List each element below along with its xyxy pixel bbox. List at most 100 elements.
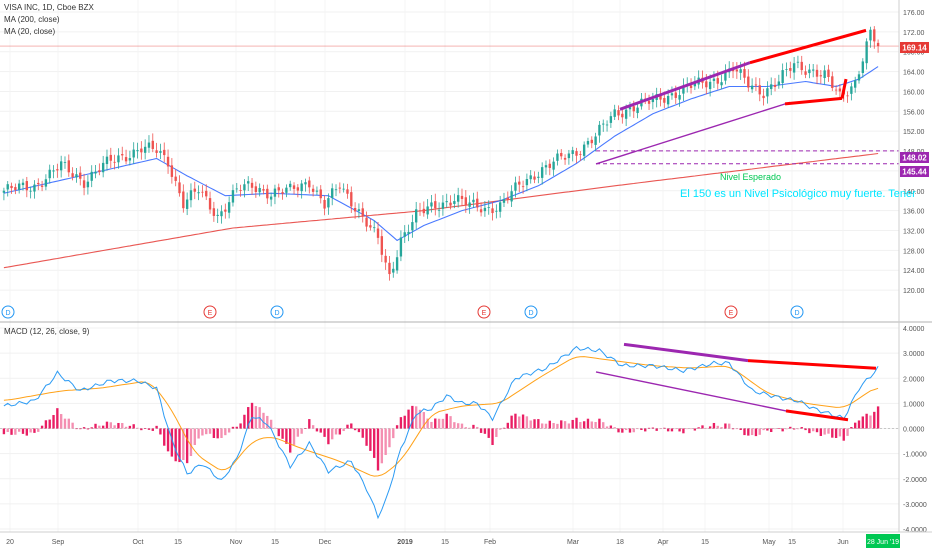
candle[interactable] xyxy=(365,211,368,232)
candle[interactable] xyxy=(239,184,242,197)
macd-histogram-bar[interactable] xyxy=(854,422,857,429)
candle[interactable] xyxy=(6,181,9,197)
macd-histogram-bar[interactable] xyxy=(789,426,792,429)
candle[interactable] xyxy=(155,142,158,158)
macd-histogram-bar[interactable] xyxy=(239,423,242,429)
candle[interactable] xyxy=(392,261,395,278)
candle[interactable] xyxy=(689,78,693,94)
candle[interactable] xyxy=(819,69,823,84)
macd-histogram-bar[interactable] xyxy=(365,428,368,446)
macd-histogram-bar[interactable] xyxy=(411,405,414,429)
macd-histogram-bar[interactable] xyxy=(586,418,590,429)
candle[interactable] xyxy=(865,38,868,70)
macd-histogram-bar[interactable] xyxy=(636,428,639,430)
candle[interactable] xyxy=(518,175,521,193)
macd-histogram-bar[interactable] xyxy=(663,427,666,429)
macd-histogram-bar[interactable] xyxy=(693,428,697,431)
candle[interactable] xyxy=(289,180,292,191)
macd-histogram-bar[interactable] xyxy=(418,409,422,429)
candle[interactable] xyxy=(94,164,97,179)
candle[interactable] xyxy=(529,170,532,184)
candle[interactable] xyxy=(430,195,433,213)
macd-histogram-bar[interactable] xyxy=(506,422,509,429)
candle[interactable] xyxy=(17,179,21,194)
macd-histogram-bar[interactable] xyxy=(136,427,139,429)
macd-histogram-bar[interactable] xyxy=(861,416,865,429)
candle[interactable] xyxy=(266,184,269,204)
candle[interactable] xyxy=(109,147,112,169)
candle[interactable] xyxy=(407,224,410,242)
candle[interactable] xyxy=(575,147,578,164)
macd-histogram-bar[interactable] xyxy=(422,412,426,429)
macd-histogram-bar[interactable] xyxy=(449,416,452,429)
macd-histogram-bar[interactable] xyxy=(857,420,861,429)
macd-histogram-bar[interactable] xyxy=(628,428,632,433)
macd-histogram-bar[interactable] xyxy=(407,409,410,429)
macd-histogram-bar[interactable] xyxy=(678,428,681,432)
macd-histogram-bar[interactable] xyxy=(502,427,506,429)
candle[interactable] xyxy=(44,174,48,191)
candle[interactable] xyxy=(750,78,754,93)
macd-histogram-bar[interactable] xyxy=(182,428,185,461)
macd-histogram-bar[interactable] xyxy=(724,423,727,429)
macd-histogram-bar[interactable] xyxy=(52,415,55,429)
macd-histogram-bar[interactable] xyxy=(143,428,147,429)
macd-histogram-bar[interactable] xyxy=(701,425,704,429)
candle[interactable] xyxy=(10,182,13,194)
earnings-marker[interactable]: E xyxy=(724,305,738,319)
candle[interactable] xyxy=(479,202,483,217)
macd-histogram-bar[interactable] xyxy=(357,428,361,433)
macd-upper-divergence-purple[interactable] xyxy=(623,342,749,363)
candle[interactable] xyxy=(521,180,525,194)
candle[interactable] xyxy=(434,193,437,216)
candle[interactable] xyxy=(212,201,216,222)
candle[interactable] xyxy=(609,111,613,128)
candle[interactable] xyxy=(170,158,174,184)
candle[interactable] xyxy=(483,201,487,217)
candle[interactable] xyxy=(113,154,116,170)
macd-histogram-bar[interactable] xyxy=(128,425,132,429)
macd-histogram-bar[interactable] xyxy=(434,418,437,429)
macd-histogram-bar[interactable] xyxy=(266,415,269,429)
candle[interactable] xyxy=(823,65,826,85)
macd-histogram-bar[interactable] xyxy=(21,428,25,434)
macd-histogram-bar[interactable] xyxy=(166,428,170,452)
dividend-marker[interactable]: D xyxy=(524,305,538,319)
macd-histogram-bar[interactable] xyxy=(537,419,540,429)
candle[interactable] xyxy=(567,149,571,165)
macd-histogram-bar[interactable] xyxy=(510,415,513,429)
candle[interactable] xyxy=(815,64,819,85)
macd-histogram-bar[interactable] xyxy=(235,426,238,429)
macd-histogram-bar[interactable] xyxy=(403,415,406,429)
candle[interactable] xyxy=(590,136,593,149)
candle[interactable] xyxy=(766,81,769,104)
macd-upper-divergence-red[interactable] xyxy=(747,359,877,370)
macd-histogram-bar[interactable] xyxy=(48,419,51,429)
candle[interactable] xyxy=(79,166,82,186)
candle[interactable] xyxy=(437,202,441,218)
candle[interactable] xyxy=(800,55,803,75)
candle[interactable] xyxy=(651,92,655,110)
candle[interactable] xyxy=(602,119,605,132)
macd-histogram-bar[interactable] xyxy=(350,423,353,429)
macd-histogram-bar[interactable] xyxy=(441,418,445,429)
macd-histogram-bar[interactable] xyxy=(331,428,334,440)
candle[interactable] xyxy=(258,183,261,197)
macd-histogram-bar[interactable] xyxy=(728,423,731,429)
macd-histogram-bar[interactable] xyxy=(132,424,135,429)
macd-histogram-bar[interactable] xyxy=(37,428,40,432)
candle[interactable] xyxy=(491,201,494,221)
candle[interactable] xyxy=(854,76,857,93)
macd-histogram-bar[interactable] xyxy=(731,428,735,430)
candle[interactable] xyxy=(399,230,403,262)
macd-histogram-bar[interactable] xyxy=(609,425,613,429)
macd-histogram-bar[interactable] xyxy=(98,425,101,429)
upper-trendline-purple[interactable] xyxy=(619,61,751,111)
macd-histogram-bar[interactable] xyxy=(247,407,250,429)
candle[interactable] xyxy=(812,63,815,78)
macd-histogram-bar[interactable] xyxy=(487,428,490,438)
macd-histogram-bar[interactable] xyxy=(831,428,834,438)
macd-histogram-bar[interactable] xyxy=(289,428,292,453)
candle[interactable] xyxy=(216,208,219,224)
candle[interactable] xyxy=(544,160,548,175)
